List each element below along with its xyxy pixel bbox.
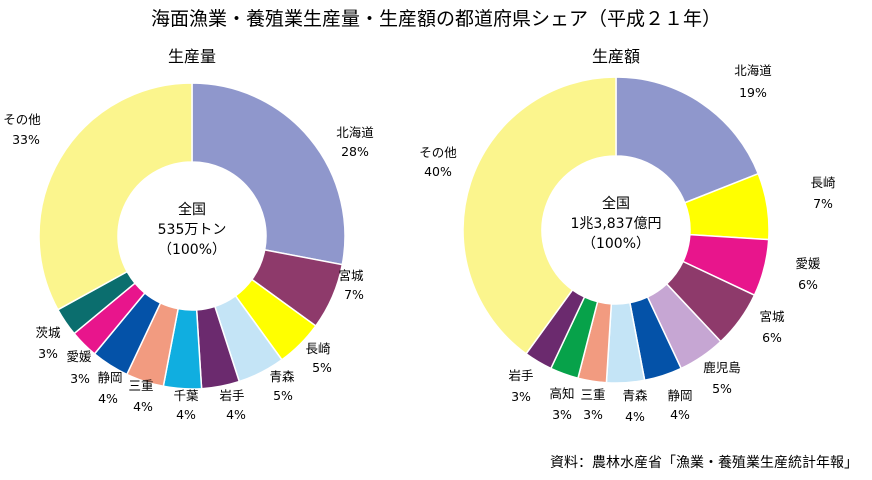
pie-center-label-1-0: 全国: [602, 195, 630, 212]
slice-label-1-0: 北海道: [734, 63, 772, 78]
slice-label-1-10: その他: [419, 145, 457, 160]
slice-label-1-1: 長崎: [810, 175, 836, 190]
slice-value-0-0: 28%: [341, 144, 369, 159]
slice-value-1-5: 4%: [670, 407, 690, 422]
pie-slice-1-0: [615, 76, 760, 204]
slice-label-0-4: 岩手: [219, 388, 244, 403]
slice-label-1-8: 高知: [549, 386, 574, 401]
slice-value-0-3: 5%: [273, 388, 293, 403]
pie-title-1: 生産額: [592, 47, 640, 66]
slice-label-0-2: 長崎: [305, 341, 331, 356]
pie-center-label-1-1: 1兆3,837億円: [571, 216, 662, 232]
slice-label-0-5: 千葉: [173, 388, 199, 403]
slice-label-0-9: 茨城: [35, 325, 61, 340]
slice-label-1-3: 宮城: [759, 309, 785, 324]
slice-label-0-7: 静岡: [97, 370, 122, 385]
slice-value-0-4: 4%: [226, 407, 246, 422]
slice-value-0-1: 7%: [344, 287, 364, 302]
chart-main-title: 海面漁業・養殖業生産量・生産額の都道府県シェア（平成２１年）: [150, 8, 721, 30]
slice-label-0-10: その他: [3, 112, 41, 127]
slice-label-1-6: 青森: [622, 388, 648, 403]
slice-label-0-1: 宮城: [338, 268, 364, 283]
pie-slice-0-10: [38, 82, 193, 311]
pie-slice-0-0: [191, 82, 346, 266]
slice-value-0-5: 4%: [176, 407, 196, 422]
pie-center-label-0-2: （100%）: [158, 242, 226, 258]
slice-label-1-2: 愛媛: [795, 256, 821, 271]
slice-value-0-2: 5%: [312, 360, 332, 375]
slice-value-0-9: 3%: [38, 346, 58, 361]
slice-value-1-0: 19%: [739, 85, 767, 100]
slice-value-1-2: 6%: [798, 277, 818, 292]
slice-label-0-8: 愛媛: [66, 349, 92, 364]
slice-label-0-6: 三重: [128, 378, 153, 393]
slice-value-1-9: 3%: [511, 389, 531, 404]
slice-label-0-0: 北海道: [336, 125, 374, 140]
pie-center-label-0-0: 全国: [178, 201, 206, 218]
slice-value-1-7: 3%: [583, 407, 603, 422]
slice-value-1-10: 40%: [424, 164, 452, 179]
slice-value-1-1: 7%: [813, 196, 833, 211]
slice-value-0-7: 4%: [98, 391, 118, 406]
slice-value-0-10: 33%: [12, 132, 40, 147]
pie-slice-1-10: [462, 76, 617, 355]
slice-label-1-9: 岩手: [508, 368, 533, 383]
slice-label-1-4: 鹿児島: [703, 360, 741, 375]
slice-value-0-8: 3%: [70, 371, 90, 386]
slice-label-1-5: 静岡: [667, 388, 692, 403]
slice-label-0-3: 青森: [269, 369, 295, 384]
pie-title-0: 生産量: [168, 47, 216, 66]
slice-value-1-6: 4%: [625, 409, 645, 424]
slice-value-1-8: 3%: [552, 407, 572, 422]
slice-label-1-7: 三重: [580, 387, 605, 402]
slice-value-0-6: 4%: [133, 399, 153, 414]
pie-center-label-0-1: 535万トン: [158, 222, 227, 238]
slice-value-1-3: 6%: [762, 330, 782, 345]
slice-value-1-4: 5%: [712, 381, 732, 396]
pie-center-label-1-2: （100%）: [582, 236, 650, 252]
source-note: 資料：農林水産省「漁業・養殖業生産統計年報」: [550, 455, 858, 471]
